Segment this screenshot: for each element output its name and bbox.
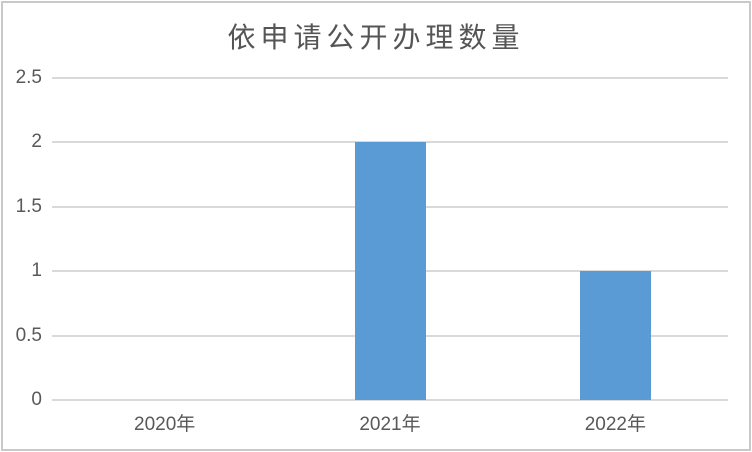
y-axis-tick-label: 1 — [31, 260, 42, 282]
bar-2022年 — [579, 271, 651, 400]
gridline — [52, 77, 728, 79]
y-axis-tick-label: 2 — [31, 131, 42, 153]
x-axis-tick-label: 2021年 — [359, 414, 421, 435]
y-axis-tick-label: 0.5 — [15, 324, 42, 346]
chart-title: 依申请公开办理数量 — [227, 23, 525, 54]
y-axis-tick-label: 2.5 — [15, 67, 42, 88]
x-axis-tick-label: 2022年 — [584, 414, 646, 435]
y-axis-tick-label: 1.5 — [15, 195, 42, 217]
bar-2021年 — [354, 142, 426, 400]
x-axis-tick-label: 2020年 — [134, 414, 196, 435]
y-axis-tick-label: 0 — [31, 389, 42, 410]
gridline — [52, 399, 728, 401]
